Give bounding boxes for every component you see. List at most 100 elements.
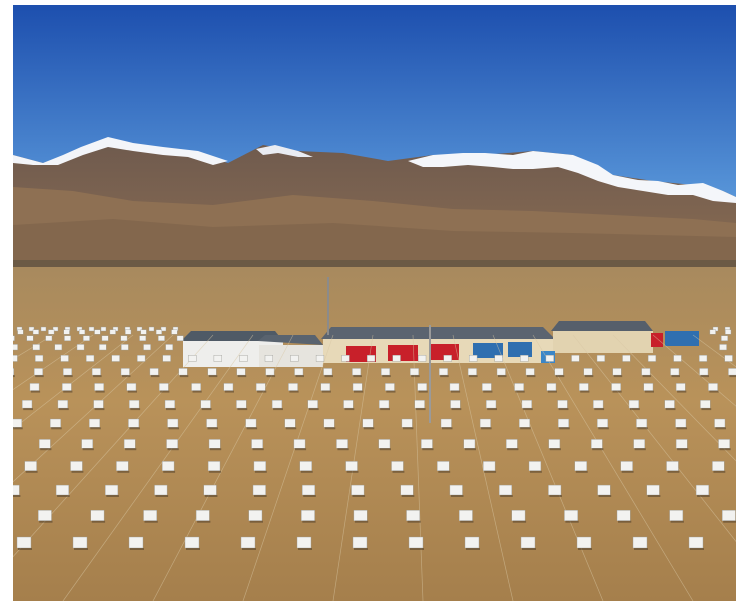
detector-shadow [709,390,719,393]
detector-box [165,344,173,351]
detector-box [126,383,137,391]
detector-shadow [302,520,316,523]
detector-shadow [237,375,247,378]
detector-box [120,335,128,342]
detector-box [101,335,109,342]
detector-shadow [273,408,283,411]
detector-shadow [401,495,415,497]
detector-shadow [64,375,73,378]
detector-box [506,439,518,449]
detector-shadow [192,390,202,393]
detector-shadow [547,390,557,393]
detector-box [149,368,159,376]
detector-box [352,536,368,549]
cable-line [612,334,736,462]
detector-box [89,418,101,428]
detector-shadow [13,427,23,430]
detector-box [13,418,22,428]
detector-shadow [415,408,426,411]
detector-box [293,439,306,449]
detector-box [622,355,631,362]
detector-box [352,368,362,376]
detector-shadow [125,448,137,451]
detector-shadow [13,375,15,378]
detector-box [188,355,197,362]
detector-box [583,368,593,376]
detector-shadow [676,427,687,430]
detector-box [341,355,350,362]
detector-box [72,536,88,549]
detector-box [670,368,680,376]
detector-box [200,400,211,409]
detector-shadow [612,390,622,393]
detector-box [63,329,70,335]
detector-shadow [644,390,654,393]
detector-shadow [93,375,102,378]
detector-box [213,355,222,362]
detector-box [40,326,47,332]
detector-box [160,326,167,332]
detector-shadow [637,427,648,430]
detector-box [128,536,144,549]
detector-shadow [63,390,73,393]
detector-box [100,326,107,332]
detector-shadow [207,427,218,430]
detector-box [469,355,478,362]
detector-box [616,510,631,521]
detector-box [646,484,660,496]
detector-shadow [254,470,267,473]
detector-array [13,326,736,601]
detector-box [641,368,651,376]
detector-shadow [410,548,424,550]
detector-shadow [584,375,594,378]
detector-shadow [298,548,312,550]
detector-shadow [690,548,704,550]
detector-shadow [210,448,222,451]
detector-box [612,368,622,376]
cable-line [492,334,604,601]
detector-shadow [382,375,391,378]
detector-shadow [144,520,158,523]
detector-shadow [246,427,258,430]
detector-shadow [117,470,130,473]
cable-line [13,334,214,558]
detector-shadow [526,375,536,378]
detector-shadow [285,427,297,430]
detector-shadow [354,390,364,393]
detector-box [417,383,428,391]
detector-box [60,355,69,362]
detector-shadow [303,495,316,497]
detector-box [494,355,503,362]
detector-box [479,418,491,428]
detector-box [154,484,168,496]
cable-line [532,334,694,601]
detector-box [673,355,682,362]
detector-shadow [163,470,176,473]
detector-box [675,439,688,449]
detector-box [28,326,35,332]
detector-shadow [363,427,375,430]
detector-shadow [130,408,141,411]
detector-box [483,461,496,471]
detector-box [597,418,608,428]
detector-box [554,368,564,376]
detector-shadow [380,408,390,411]
detector-box [728,368,736,376]
detector-shadow [321,390,331,393]
detector-shadow [300,470,313,473]
detector-shadow [82,448,94,451]
detector-box [50,418,61,428]
detector-shadow [507,448,519,451]
detector-shadow [438,470,451,473]
detector-box [459,510,473,521]
cable-line [13,334,94,390]
detector-box [574,461,587,471]
detector-shadow [166,408,176,411]
detector-box [336,439,348,449]
detector-box [669,510,684,521]
detector-box [439,368,448,376]
detector-box [271,400,283,409]
detector-shadow [186,548,200,550]
detector-shadow [642,375,652,378]
detector-shadow [90,427,101,430]
